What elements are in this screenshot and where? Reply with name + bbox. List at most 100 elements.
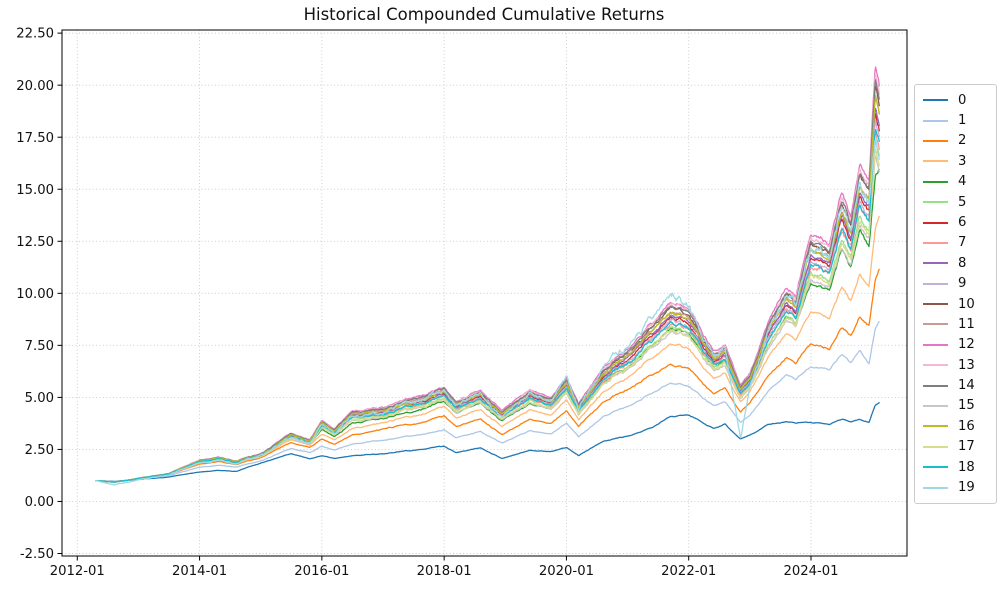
legend-item: 16: [923, 416, 996, 436]
legend: 0 1 2 3 4 5 6 7 8 9 10 11 12 13 14 15 16 17 18 19: [914, 84, 997, 504]
legend-item: 15: [923, 396, 996, 416]
chart-title: Historical Compounded Cumulative Returns: [304, 5, 665, 24]
legend-item: 18: [923, 457, 996, 477]
x-axis-tick-label: 2018-01: [417, 564, 472, 579]
y-axis-tick-label: 17.50: [16, 131, 54, 146]
series-line-14: [94, 79, 880, 483]
axis-ticks: -2.50 0.00 2.50 5.00 7.50 10.00 12.50 15.00 17.5…: [16, 27, 838, 579]
legend-label: 18: [958, 459, 975, 475]
legend-item: 14: [923, 375, 996, 395]
legend-item: 0: [923, 90, 996, 110]
y-axis-tick-label: 0.00: [25, 495, 54, 510]
legend-swatch: [923, 425, 948, 428]
legend-swatch: [923, 323, 948, 326]
series-lines: [94, 66, 880, 486]
legend-swatch: [923, 241, 948, 244]
legend-label: 0: [958, 92, 967, 108]
legend-item: 4: [923, 172, 996, 192]
legend-swatch: [923, 139, 948, 142]
legend-item: 17: [923, 437, 996, 457]
legend-swatch: [923, 221, 948, 224]
legend-label: 6: [958, 214, 967, 230]
series-line-7: [94, 131, 880, 483]
series-line-15: [94, 155, 880, 483]
series-line-0: [94, 402, 880, 483]
series-line-5: [94, 141, 880, 483]
legend-swatch: [923, 343, 948, 346]
legend-swatch: [923, 119, 948, 122]
x-axis-tick-label: 2012-01: [50, 564, 105, 579]
x-axis-tick-label: 2020-01: [539, 564, 594, 579]
legend-item: 13: [923, 355, 996, 375]
legend-item: 3: [923, 151, 996, 171]
legend-swatch: [923, 180, 948, 183]
legend-item: 2: [923, 131, 996, 151]
legend-label: 2: [958, 133, 967, 149]
legend-label: 1: [958, 112, 967, 128]
legend-label: 15: [958, 398, 975, 414]
legend-swatch: [923, 160, 948, 163]
series-line-12: [94, 66, 880, 483]
series-line-17: [94, 148, 880, 483]
x-axis-tick-label: 2014-01: [172, 564, 227, 579]
legend-label: 5: [958, 194, 967, 210]
series-line-2: [94, 268, 880, 483]
x-axis-tick-label: 2016-01: [294, 564, 349, 579]
gridlines: [62, 30, 907, 556]
legend-label: 16: [958, 418, 975, 434]
legend-item: 12: [923, 335, 996, 355]
legend-item: 1: [923, 110, 996, 130]
legend-label: 10: [958, 296, 975, 312]
legend-item: 19: [923, 477, 996, 497]
y-axis-tick-label: -2.50: [20, 547, 54, 562]
series-line-13: [94, 74, 880, 483]
legend-item: 11: [923, 314, 996, 334]
legend-item: 6: [923, 212, 996, 232]
legend-label: 7: [958, 235, 967, 251]
y-axis-tick-label: 2.50: [25, 443, 54, 458]
y-axis-tick-label: 12.50: [16, 235, 54, 250]
y-axis-tick-label: 15.00: [16, 183, 54, 198]
legend-swatch: [923, 486, 948, 489]
legend-swatch: [923, 262, 948, 265]
series-line-10: [94, 85, 880, 483]
legend-label: 17: [958, 439, 975, 455]
legend-swatch: [923, 303, 948, 306]
legend-label: 14: [958, 378, 975, 394]
y-axis-tick-label: 20.00: [16, 79, 54, 94]
x-axis-tick-label: 2022-01: [661, 564, 716, 579]
legend-swatch: [923, 99, 948, 102]
y-axis-tick-label: 10.00: [16, 287, 54, 302]
legend-item: 5: [923, 192, 996, 212]
series-line-19: [94, 139, 880, 486]
legend-item: 8: [923, 253, 996, 273]
legend-swatch: [923, 466, 948, 469]
series-line-1: [94, 321, 880, 483]
legend-item: 9: [923, 274, 996, 294]
legend-item: 7: [923, 233, 996, 253]
legend-swatch: [923, 384, 948, 387]
legend-label: 11: [958, 316, 975, 332]
legend-label: 9: [958, 276, 967, 292]
legend-label: 13: [958, 357, 975, 373]
legend-label: 4: [958, 174, 967, 190]
legend-swatch: [923, 282, 948, 285]
legend-swatch: [923, 201, 948, 204]
y-axis-tick-label: 5.00: [25, 391, 54, 406]
legend-swatch: [923, 364, 948, 367]
legend-label: 8: [958, 255, 967, 271]
legend-label: 19: [958, 480, 975, 496]
series-line-18: [94, 128, 880, 483]
x-axis-tick-label: 2024-01: [783, 564, 838, 579]
legend-swatch: [923, 445, 948, 448]
y-axis-tick-label: 22.50: [16, 27, 54, 42]
y-axis-tick-label: 7.50: [25, 339, 54, 354]
legend-swatch: [923, 405, 948, 408]
legend-label: 12: [958, 337, 975, 353]
series-line-8: [94, 107, 880, 483]
series-line-6: [94, 113, 880, 483]
legend-item: 10: [923, 294, 996, 314]
legend-label: 3: [958, 153, 967, 169]
